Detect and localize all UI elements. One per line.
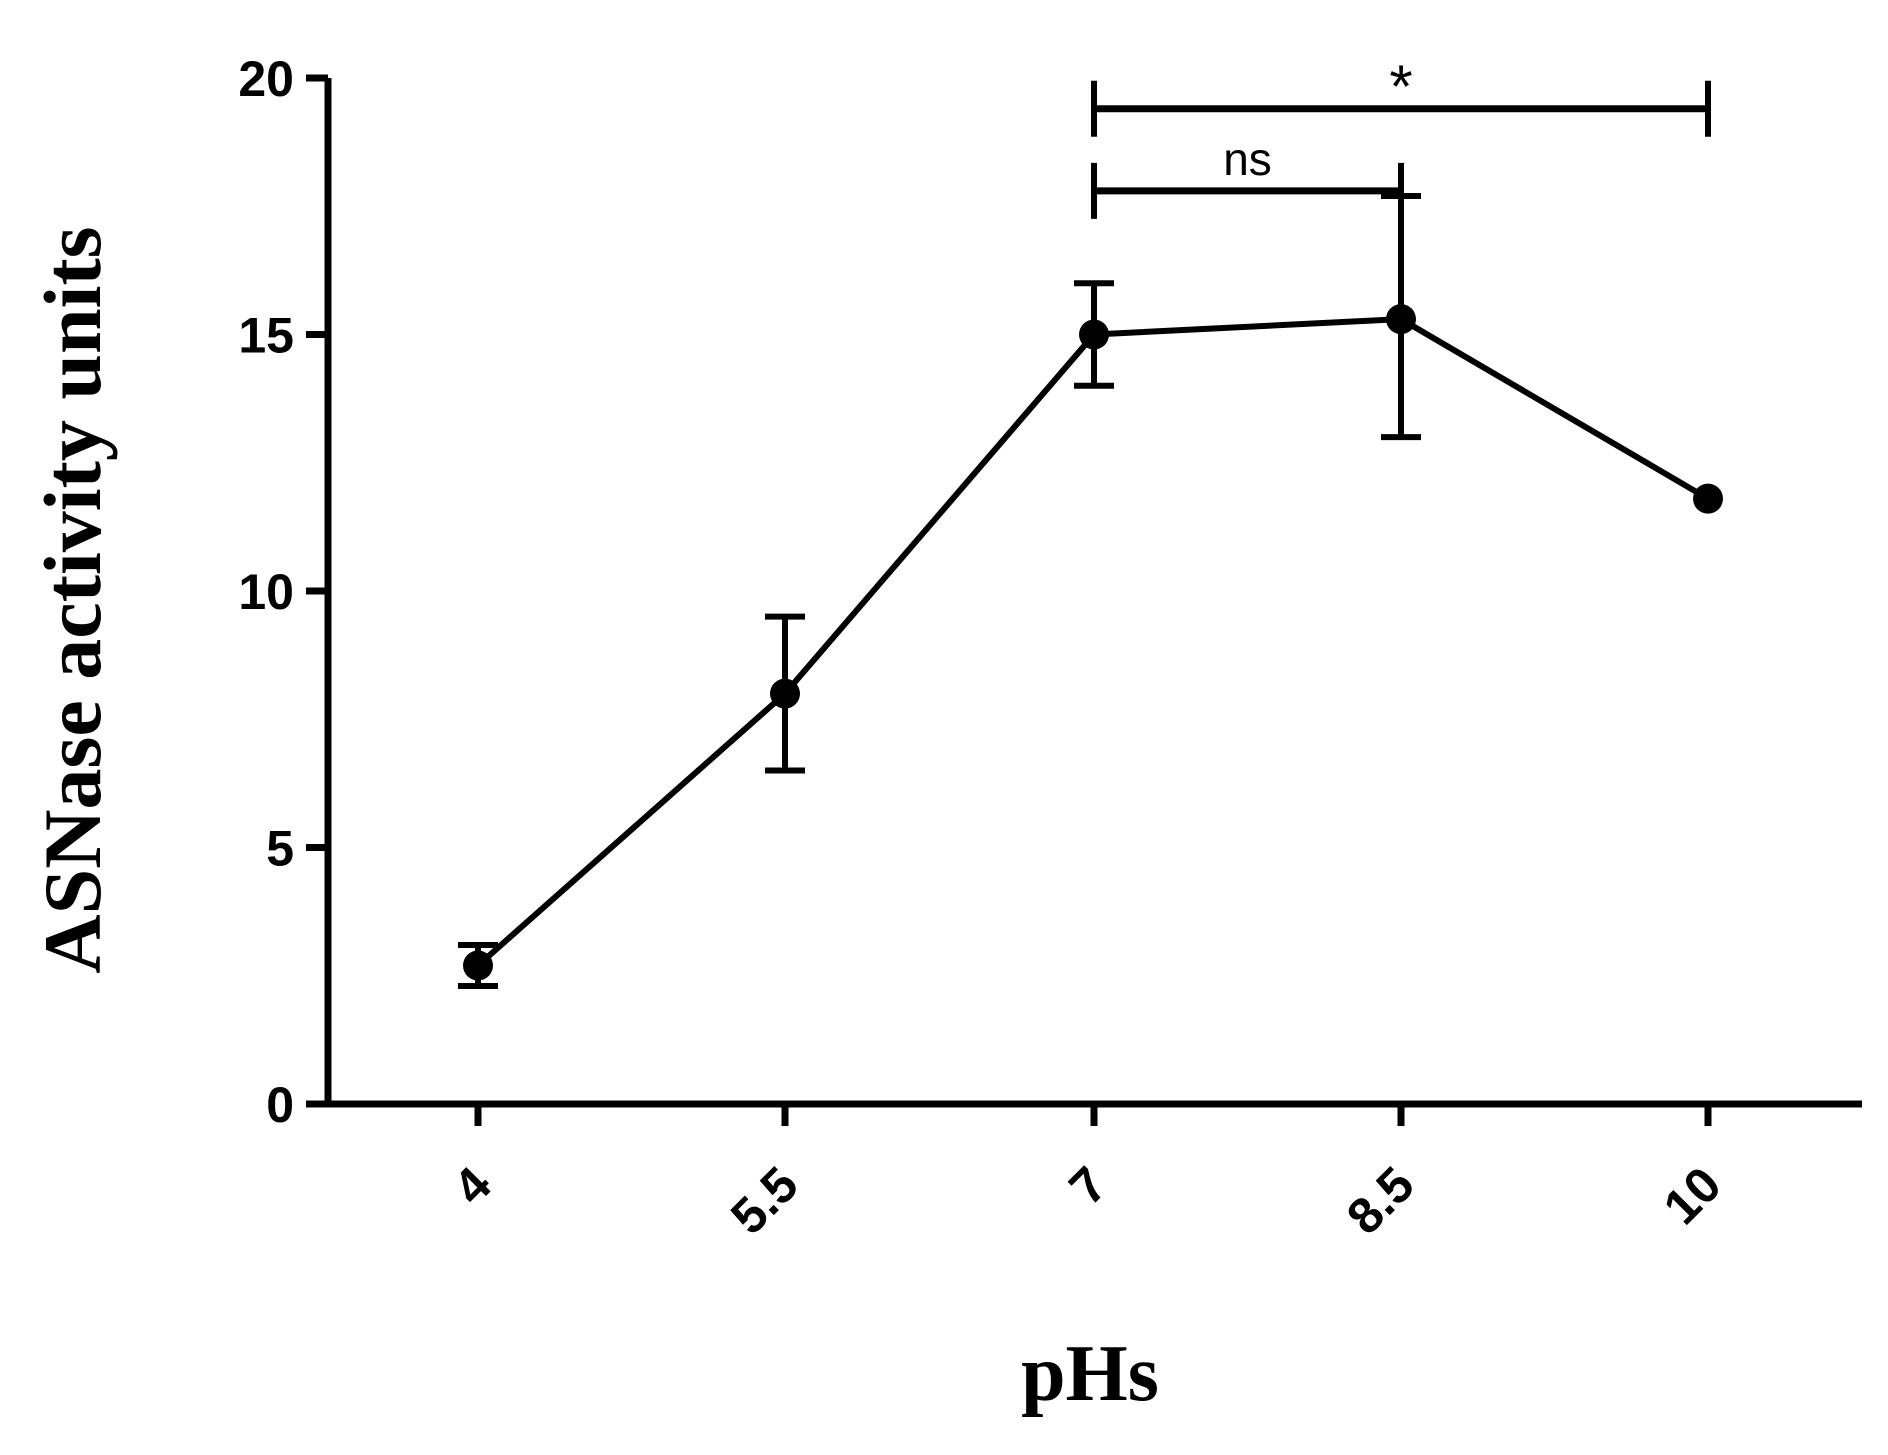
significance-annotations: * ns: [1091, 53, 1711, 219]
axes: [324, 78, 1862, 1108]
x-axis-title: pHs: [1021, 1330, 1159, 1418]
data-point: [1386, 304, 1416, 335]
data-series: [458, 192, 1723, 990]
data-point: [770, 678, 800, 709]
y-tick-label: 10: [238, 564, 294, 620]
y-tick-label: 20: [238, 51, 294, 107]
x-ticks: 4 5.5 7 8.5 10: [443, 1104, 1732, 1245]
data-point: [1693, 483, 1723, 514]
series-line: [476, 316, 1710, 968]
data-point: [463, 950, 493, 981]
x-tick-label: 5.5: [720, 1156, 809, 1245]
x-tick-label: 4: [443, 1156, 502, 1215]
y-tick-label: 0: [266, 1077, 294, 1133]
significance-label: ns: [1223, 133, 1272, 185]
x-tick-label: 7: [1059, 1156, 1118, 1215]
significance-label: *: [1389, 53, 1412, 120]
x-tick-label: 8.5: [1336, 1156, 1425, 1245]
y-tick-label: 15: [238, 308, 294, 364]
data-point: [1079, 319, 1109, 350]
x-tick-label: 10: [1653, 1156, 1732, 1235]
y-ticks: 0 5 10 15 20: [238, 51, 328, 1133]
y-tick-label: 5: [266, 821, 294, 877]
y-axis-title: ASNase activity units: [27, 226, 118, 973]
